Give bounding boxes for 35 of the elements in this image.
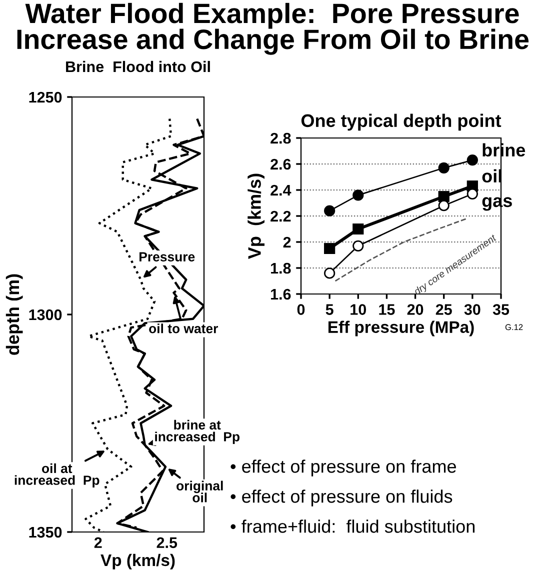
text: • effect of pressure on frame <box>230 460 456 476</box>
x-tick-label: 0 <box>297 304 305 315</box>
y-tick-label: 2.6 <box>270 158 291 170</box>
x-tick-label: 20 <box>407 304 424 315</box>
text: • effect of pressure on fluids <box>230 490 452 506</box>
y-tick-label: 1.6 <box>271 288 291 300</box>
y-tick-label: 2 <box>283 236 291 248</box>
x-tick-label: 5 <box>326 304 334 315</box>
y-tick-label: 1.8 <box>271 262 291 274</box>
y-tick-label: 1300 <box>29 309 62 320</box>
x-tick-label: 25 <box>436 304 452 315</box>
y-tick-label: 1250 <box>29 92 62 103</box>
y-tick-label: 2.4 <box>270 184 292 196</box>
y-axis-title: Vp (km/s) <box>248 174 264 260</box>
annotation: original oil <box>176 480 223 502</box>
annotation: oil at increased Pp <box>14 463 100 488</box>
text: G.12 <box>505 324 523 330</box>
annotation: oil to water <box>149 324 218 334</box>
y-tick-label: 1350 <box>29 526 62 538</box>
x-tick-label: 30 <box>464 304 480 315</box>
x-tick-label: 10 <box>350 304 366 315</box>
y-tick-label: 2.8 <box>270 132 291 144</box>
x-axis-title: Vp (km/s) <box>100 554 175 570</box>
text: Water Flood Example: Pore Pressure Increase and Change From Oil to Brine <box>17 2 529 55</box>
x-axis-title: Eff pressure (MPa) <box>328 320 474 336</box>
chart-subtitle: Brine Flood into Oil <box>66 60 210 72</box>
x-tick-label: 15 <box>379 304 395 315</box>
chart-title: One typical depth point <box>301 114 502 131</box>
x-tick-label: 2.5 <box>156 537 178 548</box>
y-axis-title: depth (m) <box>6 274 23 355</box>
text: • frame+fluid: fluid substitution <box>230 520 475 533</box>
annotation: brine at increased Pp <box>155 420 240 444</box>
x-tick-label: 35 <box>492 304 510 315</box>
y-tick-label: 2.2 <box>270 210 291 222</box>
annotation: Pressure <box>140 252 195 262</box>
